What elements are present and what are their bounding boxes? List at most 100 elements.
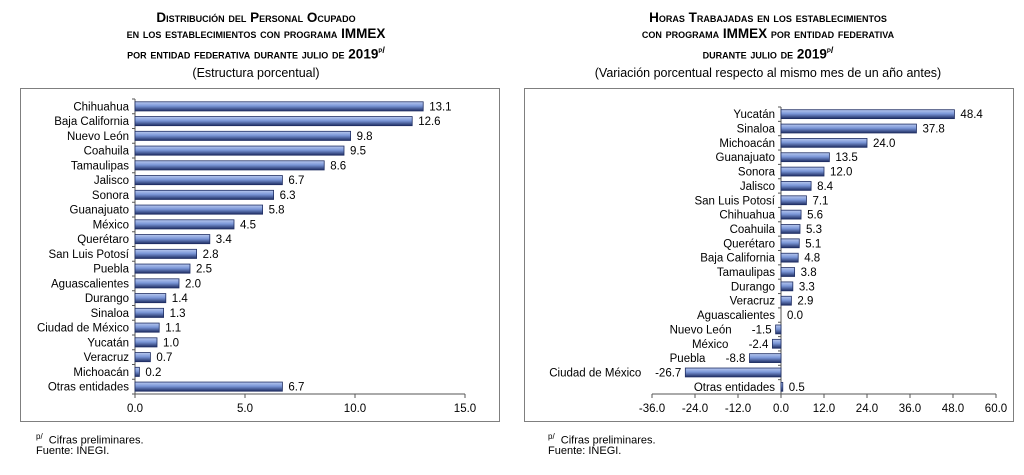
right-category-label: Guanajuato — [716, 152, 775, 164]
right-bar — [780, 209, 802, 220]
right-category-label: San Luis Potosí — [694, 195, 775, 207]
right-category-label: Sinaloa — [737, 124, 776, 136]
right-x-tick-label: 36.0 — [899, 403, 921, 415]
right-value-label: 5.3 — [806, 224, 822, 236]
left-value-label: 12.6 — [418, 116, 440, 128]
left-source: Fuente: INEGI. — [36, 445, 110, 457]
left-category-label: Ciudad de México — [37, 323, 129, 335]
right-title-line-1: Horas Trabajadas en los establecimientos — [649, 10, 887, 25]
left-bar — [134, 234, 211, 245]
left-category-label: Querétaro — [77, 234, 129, 246]
right-source: Fuente: INEGI. — [548, 445, 622, 457]
left-category-label: Chihuahua — [73, 101, 129, 113]
right-bar — [780, 195, 807, 206]
left-value-label: 9.5 — [350, 146, 366, 158]
left-category-label: San Luis Potosí — [48, 249, 129, 261]
right-category-label: Jalisco — [740, 181, 775, 193]
right-category-label: Chihuahua — [719, 210, 775, 222]
right-category-label: Tamaulipas — [717, 267, 775, 279]
right-bar — [780, 252, 799, 263]
right-category-label: Ciudad de México — [549, 367, 641, 379]
right-bar — [780, 109, 955, 120]
left-value-label: 3.4 — [216, 234, 233, 246]
left-value-label: 2.0 — [185, 278, 201, 290]
left-bar — [134, 175, 283, 186]
right-category-label: Veracruz — [730, 296, 776, 308]
left-title-line-1: Distribución del Personal Ocupado — [156, 10, 356, 25]
left-bar — [134, 204, 263, 215]
right-value-label: 12.0 — [830, 167, 852, 179]
right-chart-subtitle: (Variación porcentual respecto al mismo … — [594, 66, 942, 80]
left-category-label: Otras entidades — [48, 382, 129, 394]
left-category-label: Yucatán — [87, 337, 129, 349]
right-bar — [780, 123, 917, 134]
left-value-label: 0.7 — [156, 352, 172, 364]
right-x-tick-label: 48.0 — [942, 403, 964, 415]
right-category-label: Yucatán — [733, 109, 775, 121]
right-x-tick-label: -24.0 — [682, 403, 708, 415]
left-footnote-text: Cifras preliminares. — [48, 434, 144, 447]
left-category-label: Guanajuato — [70, 205, 129, 217]
right-footnote-mark: p/ — [548, 432, 555, 441]
right-x-tick-label: 12.0 — [813, 403, 835, 415]
left-value-label: 1.1 — [165, 323, 181, 335]
left-category-label: Nuevo León — [67, 131, 129, 143]
left-footnote-mark: p/ — [36, 432, 43, 441]
left-bar — [134, 278, 180, 289]
right-value-label: 4.8 — [804, 253, 820, 265]
right-value-label: -1.5 — [752, 324, 772, 336]
right-category-label: Otras entidades — [694, 382, 775, 394]
left-bar — [134, 381, 283, 392]
left-value-label: 6.7 — [288, 175, 304, 187]
left-bar — [134, 248, 197, 259]
right-title-line-3: durante julio de 2019p/ — [702, 45, 834, 62]
left-value-label: 6.7 — [288, 382, 304, 394]
left-bar — [134, 337, 158, 348]
right-bar — [780, 224, 801, 234]
left-bar-chart: 0.0 5.0 10.0 15.0 Chihuahua 13.1 Baja Californ… — [37, 98, 476, 415]
right-chart-title: Horas Trabajadas en los establecimientos… — [512, 10, 1024, 63]
left-chart-subtitle: (Estructura porcentual) — [192, 66, 320, 80]
left-bar — [134, 116, 413, 127]
right-bar — [775, 324, 782, 335]
left-value-label: 13.1 — [429, 101, 451, 113]
left-value-label: 8.6 — [330, 160, 346, 172]
left-category-label: Baja California — [54, 116, 129, 128]
left-category-label: Puebla — [93, 264, 129, 276]
right-value-label: 24.0 — [873, 138, 895, 150]
right-value-label: 8.4 — [817, 181, 834, 193]
right-chart-panel: Horas Trabajadas en los establecimientos… — [512, 0, 1024, 475]
right-footnote-text: Cifras preliminares. — [560, 434, 656, 447]
right-category-label: Baja California — [700, 253, 775, 265]
left-value-label: 0.2 — [145, 367, 161, 379]
right-bar — [780, 152, 830, 163]
right-footnote: p/ Cifras preliminares. — [548, 430, 656, 448]
right-category-label: Sonora — [738, 167, 776, 179]
left-value-label: 9.8 — [357, 131, 373, 143]
left-footnote: p/ Cifras preliminares. — [36, 430, 144, 448]
right-value-label: 37.8 — [922, 124, 944, 136]
left-bar — [134, 189, 275, 200]
right-category-label: Aguascalientes — [697, 310, 775, 322]
left-title-line-3: por entidad federativa durante julio de … — [127, 45, 385, 62]
right-value-label: 3.8 — [801, 267, 817, 279]
right-chart-frame: -36.0 -24.0 -12.0 0.0 12.0 24.0 36.0 48.0 60.0 Yu… — [524, 88, 1014, 422]
left-value-label: 2.8 — [203, 249, 219, 261]
right-value-label: -26.7 — [655, 367, 681, 379]
left-category-label: Jalisco — [94, 175, 129, 187]
left-marks: 0.0 5.0 10.0 15.0 Chihuahua 13.1 Baja Californ… — [37, 98, 476, 415]
left-bar — [134, 160, 325, 171]
right-category-label: México — [692, 339, 728, 351]
left-category-label: Veracruz — [84, 352, 130, 364]
left-bar — [134, 307, 165, 318]
right-bar — [780, 238, 800, 249]
left-value-label: 6.3 — [280, 190, 296, 202]
right-bar — [780, 166, 825, 177]
right-category-label: Durango — [731, 281, 775, 293]
right-category-label: Michoacán — [719, 138, 775, 150]
left-bar — [134, 263, 191, 274]
left-value-label: 1.3 — [170, 308, 186, 320]
right-bar — [780, 381, 784, 392]
left-bar — [134, 130, 352, 141]
left-value-label: 2.5 — [196, 264, 212, 276]
